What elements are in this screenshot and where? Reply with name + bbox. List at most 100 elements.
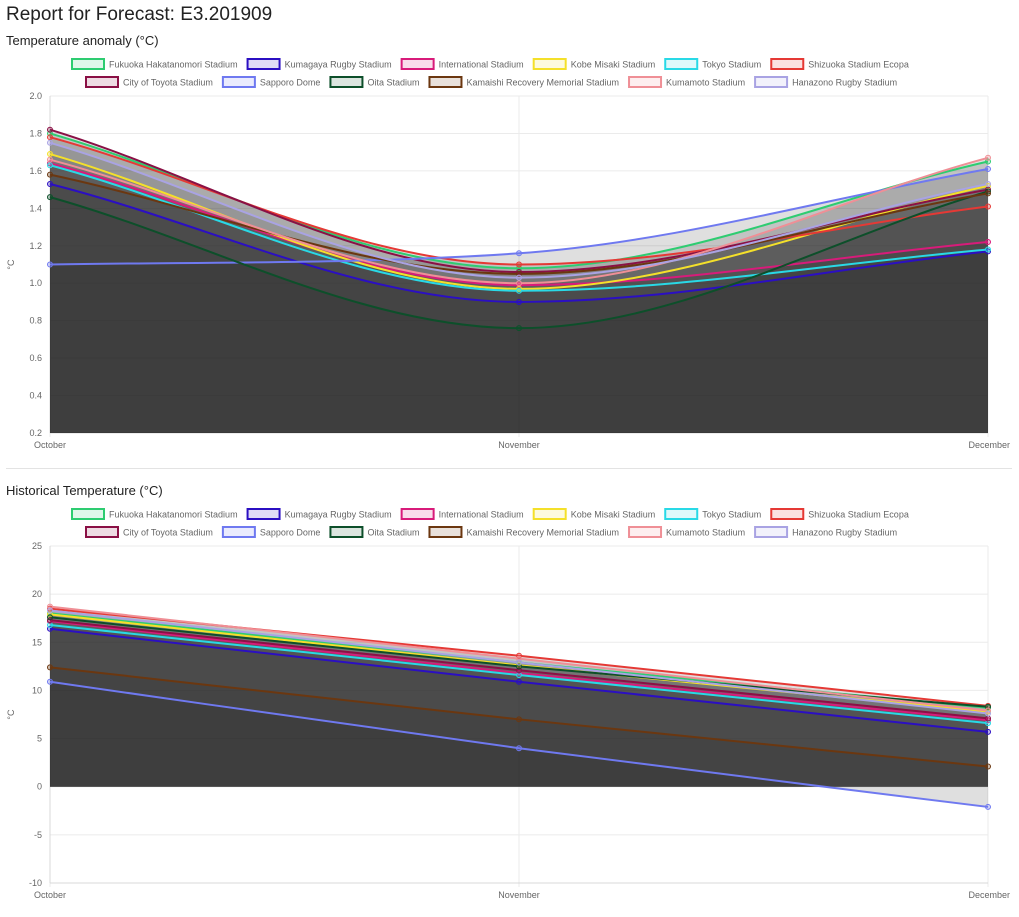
line-hanazono-rugby-stadium — [49, 141, 989, 279]
point-kumamoto-stadium-december — [985, 154, 991, 161]
point-hanazono-rugby-stadium-december — [985, 180, 991, 187]
y-tick-label: 15 — [32, 637, 42, 647]
legend-swatch-kumagaya-rugby-stadium — [246, 508, 281, 520]
point-hanazono-rugby-stadium-october — [47, 139, 53, 146]
point-oita-stadium-october — [47, 194, 53, 201]
legend-label-tokyo-stadium: Tokyo Stadium — [702, 510, 761, 520]
x-tick-label: December — [968, 440, 1010, 450]
point-oita-stadium-november — [516, 325, 522, 332]
legend-swatch-oita-stadium — [329, 526, 364, 538]
legend-swatch-tokyo-stadium — [664, 508, 699, 520]
point-tokyo-stadium-december — [985, 246, 991, 253]
legend-swatch-kobe-misaki-stadium — [532, 58, 567, 70]
legend-swatch-sapporo-dome — [221, 76, 256, 88]
point-sapporo-dome-november — [516, 745, 522, 752]
y-tick-label: 25 — [32, 541, 42, 551]
area-international-stadium — [50, 621, 988, 787]
legend-label-sapporo-dome: Sapporo Dome — [260, 78, 321, 88]
legend-label-city-of-toyota-stadium: City of Toyota Stadium — [123, 528, 213, 538]
y-tick-label: 1.4 — [29, 203, 42, 213]
point-hanazono-rugby-stadium-november — [516, 659, 522, 666]
area-kamaishi-recovery-memorial-stadium — [50, 667, 988, 787]
line-sapporo-dome — [49, 168, 989, 266]
legend-label-tokyo-stadium: Tokyo Stadium — [702, 60, 761, 70]
point-kobe-misaki-stadium-november — [516, 285, 522, 292]
line-shizuoka-stadium-ecopa — [49, 136, 989, 266]
legend-swatch-city-of-toyota-stadium — [85, 76, 119, 88]
legend-label-city-of-toyota-stadium: City of Toyota Stadium — [123, 78, 213, 88]
area-international-stadium — [50, 163, 988, 433]
legend-label-international-stadium: International Stadium — [439, 60, 524, 70]
point-kobe-misaki-stadium-october — [47, 151, 53, 158]
point-hanazono-rugby-stadium-december — [985, 710, 991, 717]
legend-swatch-sapporo-dome — [221, 526, 256, 538]
point-kumagaya-rugby-stadium-october — [47, 180, 53, 187]
point-tokyo-stadium-december — [985, 720, 991, 727]
x-tick-label: December — [968, 890, 1010, 900]
line-kumagaya-rugby-stadium — [49, 183, 989, 303]
legend-label-oita-stadium: Oita Stadium — [367, 78, 419, 88]
legend-swatch-international-stadium — [400, 58, 435, 70]
legend-swatch-shizuoka-stadium-ecopa — [770, 58, 805, 70]
y-tick-label: 1.6 — [29, 166, 42, 176]
legend-swatch-fukuoka-hakatanomori-stadium — [71, 58, 105, 70]
x-tick-label: November — [498, 890, 540, 900]
legend-label-fukuoka-hakatanomori-stadium: Fukuoka Hakatanomori Stadium — [109, 60, 238, 70]
point-oita-stadium-october — [47, 614, 53, 621]
y-tick-label: 1.8 — [29, 128, 42, 138]
point-hanazono-rugby-stadium-november — [516, 274, 522, 281]
line-kumagaya-rugby-stadium — [49, 627, 989, 733]
point-city-of-toyota-stadium-october — [47, 126, 53, 133]
legend-label-kumamoto-stadium: Kumamoto Stadium — [666, 528, 745, 538]
area-oita-stadium — [50, 617, 988, 787]
point-kumagaya-rugby-stadium-december — [985, 248, 991, 255]
y-tick-label: 0.8 — [29, 316, 42, 326]
area-sapporo-dome — [50, 681, 988, 807]
point-kamaishi-recovery-memorial-stadium-december — [985, 190, 991, 197]
legend-label-hanazono-rugby-stadium: Hanazono Rugby Stadium — [792, 528, 897, 538]
legend: Fukuoka Hakatanomori Stadium Kumagaya Rug… — [71, 58, 909, 88]
line-city-of-toyota-stadium — [49, 128, 989, 273]
point-shizuoka-stadium-ecopa-november — [516, 261, 522, 268]
y-axis-label: °C — [6, 709, 16, 720]
legend-label-sapporo-dome: Sapporo Dome — [260, 528, 321, 538]
legend-label-oita-stadium: Oita Stadium — [367, 528, 419, 538]
series-points — [47, 126, 991, 332]
legend-swatch-tokyo-stadium — [664, 58, 699, 70]
point-kamaishi-recovery-memorial-stadium-october — [47, 171, 53, 178]
legend-label-kobe-misaki-stadium: Kobe Misaki Stadium — [571, 510, 656, 520]
legend-swatch-city-of-toyota-stadium — [85, 526, 119, 538]
point-kamaishi-recovery-memorial-stadium-october — [47, 664, 53, 671]
legend-swatch-kobe-misaki-stadium — [532, 508, 567, 520]
y-tick-label: 0.6 — [29, 353, 42, 363]
point-kamaishi-recovery-memorial-stadium-december — [985, 763, 991, 770]
line-sapporo-dome — [49, 680, 989, 808]
legend-swatch-kumagaya-rugby-stadium — [246, 58, 281, 70]
x-tick-label: October — [34, 890, 66, 900]
point-city-of-toyota-stadium-november — [516, 268, 522, 275]
chart-title-historical: Historical Temperature (°C) — [6, 483, 163, 498]
point-sapporo-dome-november — [516, 250, 522, 257]
area-tokyo-stadium — [50, 624, 988, 787]
point-city-of-toyota-stadium-december — [985, 715, 991, 722]
area-city-of-toyota-stadium — [50, 620, 988, 787]
point-sapporo-dome-december — [985, 166, 991, 173]
legend-swatch-fukuoka-hakatanomori-stadium — [71, 508, 105, 520]
point-shizuoka-stadium-ecopa-october — [47, 134, 53, 141]
legend-label-kumagaya-rugby-stadium: Kumagaya Rugby Stadium — [285, 60, 392, 70]
legend-label-kumamoto-stadium: Kumamoto Stadium — [666, 78, 745, 88]
point-kamaishi-recovery-memorial-stadium-november — [516, 716, 522, 723]
point-kumagaya-rugby-stadium-december — [985, 728, 991, 735]
temperature-anomaly-chart: Fukuoka Hakatanomori Stadium Kumagaya Rug… — [6, 58, 1010, 450]
point-international-stadium-december — [985, 239, 991, 246]
point-kumagaya-rugby-stadium-november — [516, 298, 522, 305]
chart-title-anomaly: Temperature anomaly (°C) — [6, 33, 159, 48]
legend-label-kamaishi-recovery-memorial-stadium: Kamaishi Recovery Memorial Stadium — [466, 78, 619, 88]
legend-swatch-kumamoto-stadium — [628, 76, 663, 88]
y-tick-label: -10 — [29, 878, 42, 888]
x-tick-label: November — [498, 440, 540, 450]
legend-label-shizuoka-stadium-ecopa: Shizuoka Stadium Ecopa — [808, 510, 909, 520]
legend-swatch-oita-stadium — [329, 76, 364, 88]
legend-swatch-shizuoka-stadium-ecopa — [770, 508, 805, 520]
legend-label-kumagaya-rugby-stadium: Kumagaya Rugby Stadium — [285, 510, 392, 520]
